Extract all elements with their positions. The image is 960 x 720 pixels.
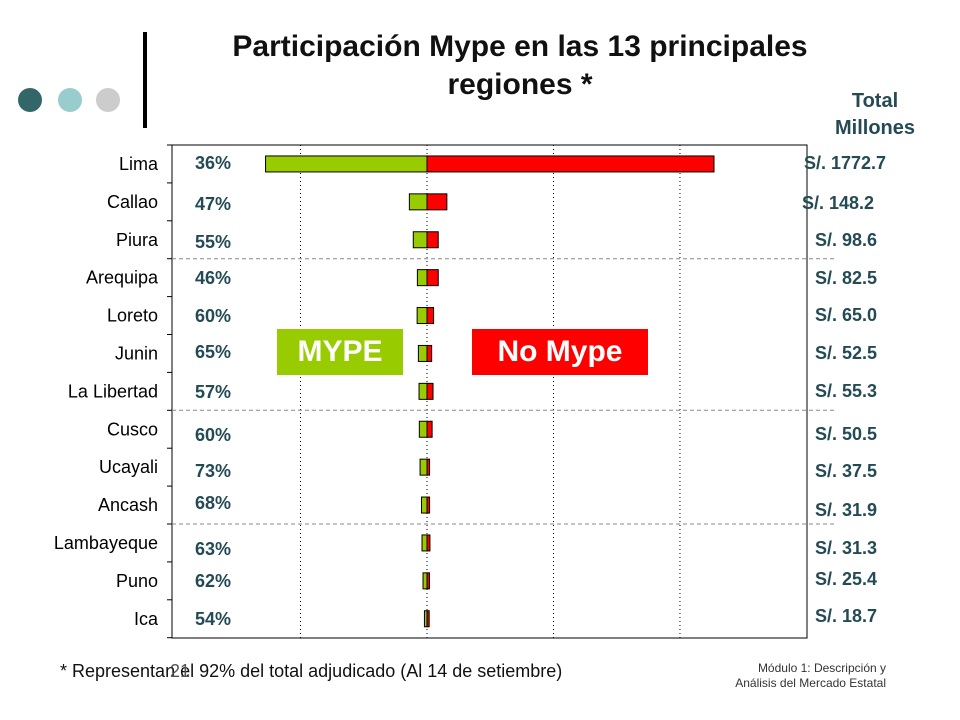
- decor-dot-dark: [18, 88, 42, 112]
- module-caption-line1: Módulo 1: Descripción y: [757, 661, 886, 675]
- total-value-label: S/. 148.2: [802, 193, 874, 213]
- bar-no-mype: [426, 572, 430, 590]
- bar-mype: [412, 231, 428, 249]
- legend-no-mype-label: No Mype: [497, 335, 623, 368]
- bar-no-mype: [426, 193, 448, 211]
- mype-share-label: 63%: [195, 539, 231, 559]
- bar-no-mype: [426, 534, 431, 552]
- chart-title-line1: Participación Mype en las 13 principales: [232, 30, 808, 63]
- bar-no-mype: [426, 496, 431, 514]
- bar-mype: [421, 534, 428, 552]
- module-caption: Módulo 1: Descripción y Análisis del Mer…: [690, 661, 886, 691]
- total-value-label: S/. 37.5: [815, 461, 877, 481]
- bar-mype: [265, 155, 428, 173]
- category-label: Lima: [119, 154, 159, 174]
- footnote: * Representan el 92% del total adjudicad…: [60, 661, 563, 681]
- bar-mype: [416, 307, 428, 325]
- total-value-label: S/. 50.5: [815, 424, 877, 444]
- bar-no-mype: [426, 382, 434, 400]
- bar-mype: [419, 458, 428, 476]
- slide-number: 21: [170, 661, 191, 681]
- mype-share-label: 62%: [195, 571, 231, 591]
- category-label: Lambayeque: [54, 533, 158, 553]
- decor-vertical-bar: [143, 32, 147, 128]
- legend-no-mype: No Mype: [472, 329, 648, 375]
- total-value-label: S/. 52.5: [815, 343, 877, 363]
- bar-no-mype: [426, 307, 435, 325]
- total-header-line1: Total: [851, 90, 899, 112]
- bar-no-mype: [426, 231, 439, 249]
- total-value-label: S/. 31.3: [815, 538, 877, 558]
- mype-share-label: 47%: [195, 194, 231, 214]
- category-label: Junin: [115, 343, 158, 363]
- bar-mype: [422, 572, 428, 590]
- legend-mype: MYPE: [277, 329, 403, 375]
- bar-mype: [408, 193, 428, 211]
- bar-no-mype: [426, 344, 433, 362]
- bar-no-mype: [426, 155, 715, 173]
- total-value-label: S/. 25.4: [815, 569, 877, 589]
- category-label: Ancash: [98, 495, 158, 515]
- category-label: Callao: [107, 192, 158, 212]
- mype-share-label: 46%: [195, 268, 231, 288]
- bar-mype: [418, 420, 428, 438]
- bar-no-mype: [426, 269, 439, 287]
- bar-mype: [417, 344, 428, 362]
- bar-no-mype: [426, 610, 430, 628]
- total-value-label: S/. 1772.7: [804, 153, 886, 173]
- category-label: La Libertad: [68, 381, 158, 401]
- total-header-line2: Millones: [834, 117, 915, 139]
- legend-mype-label: MYPE: [297, 335, 383, 368]
- category-label: Arequipa: [86, 268, 159, 288]
- bar-mype: [416, 269, 428, 287]
- decor-dot-teal: [58, 88, 82, 112]
- bar-no-mype: [426, 458, 431, 476]
- mype-share-label: 60%: [195, 425, 231, 445]
- module-caption-line2: Análisis del Mercado Estatal: [735, 676, 886, 690]
- total-value-label: S/. 98.6: [815, 230, 877, 250]
- total-value-label: S/. 82.5: [815, 268, 877, 288]
- total-column-header: Total Millones: [810, 88, 940, 142]
- chart-title: Participación Mype en las 13 principales…: [175, 28, 865, 104]
- mype-share-label: 68%: [195, 493, 231, 513]
- bar-no-mype: [426, 420, 433, 438]
- category-label: Puno: [116, 571, 158, 591]
- category-label: Loreto: [107, 306, 158, 326]
- category-label: Cusco: [107, 419, 158, 439]
- category-label: Ucayali: [99, 457, 158, 477]
- mype-share-label: 54%: [195, 609, 231, 629]
- bar-mype: [418, 382, 428, 400]
- mype-share-label: 36%: [195, 153, 231, 173]
- category-label: Piura: [116, 230, 159, 250]
- bar-mype: [421, 496, 428, 514]
- mype-share-label: 65%: [195, 342, 231, 362]
- total-value-label: S/. 55.3: [815, 381, 877, 401]
- total-value-label: S/. 65.0: [815, 305, 877, 325]
- chart-title-line2: regiones *: [447, 68, 593, 101]
- mype-share-label: 55%: [195, 232, 231, 252]
- decor-dot-gray: [96, 88, 120, 112]
- plot-frame: [171, 144, 808, 639]
- total-value-label: S/. 31.9: [815, 500, 877, 520]
- category-label: Ica: [134, 609, 159, 629]
- mype-share-label: 73%: [195, 461, 231, 481]
- mype-share-label: 60%: [195, 306, 231, 326]
- total-value-label: S/. 18.7: [815, 606, 877, 626]
- mype-share-label: 57%: [195, 382, 231, 402]
